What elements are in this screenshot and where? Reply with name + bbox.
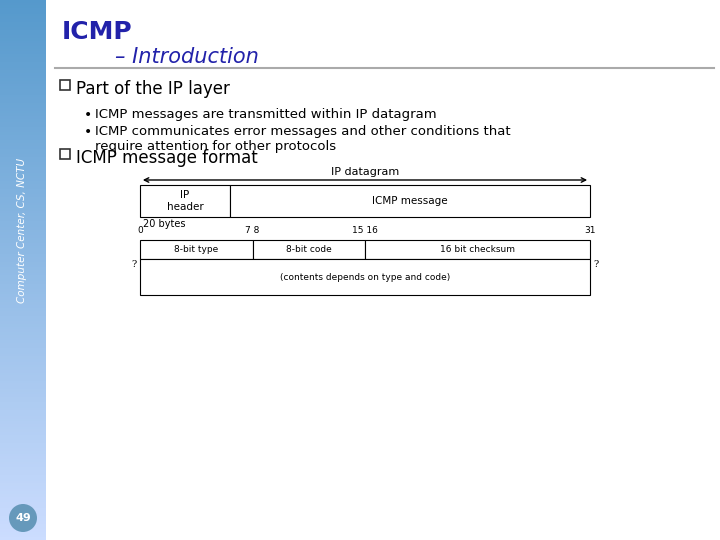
Text: ?: ? — [593, 260, 598, 269]
Bar — [60, 80, 70, 90]
Text: ICMP message: ICMP message — [372, 196, 448, 206]
Text: ?: ? — [132, 260, 137, 269]
Text: •: • — [84, 108, 92, 122]
Bar — [140, 259, 590, 295]
Text: ICMP messages are transmitted within IP datagram: ICMP messages are transmitted within IP … — [95, 108, 436, 121]
Text: require attention for other protocols: require attention for other protocols — [95, 140, 336, 153]
Text: ICMP communicates error messages and other conditions that: ICMP communicates error messages and oth… — [95, 125, 510, 138]
Text: IP
header: IP header — [166, 190, 203, 212]
Text: ICMP: ICMP — [62, 20, 132, 44]
Text: – Introduction: – Introduction — [115, 47, 259, 67]
Text: Computer Center, CS, NCTU: Computer Center, CS, NCTU — [17, 158, 27, 302]
Bar — [140, 185, 230, 217]
Bar — [365, 240, 590, 259]
Text: 0: 0 — [137, 226, 143, 235]
Text: •: • — [84, 125, 92, 139]
Text: 49: 49 — [15, 513, 31, 523]
Circle shape — [9, 504, 37, 532]
Text: 7 8: 7 8 — [246, 226, 260, 235]
Text: (contents depends on type and code): (contents depends on type and code) — [280, 273, 450, 281]
Text: 16 bit checksum: 16 bit checksum — [440, 245, 515, 254]
Text: 8-bit code: 8-bit code — [286, 245, 332, 254]
Bar — [253, 240, 365, 259]
Text: 15 16: 15 16 — [352, 226, 378, 235]
Bar — [230, 185, 590, 217]
Text: ICMP message format: ICMP message format — [76, 149, 258, 167]
Text: 8-bit type: 8-bit type — [174, 245, 218, 254]
Bar — [60, 149, 70, 159]
Text: Part of the IP layer: Part of the IP layer — [76, 80, 230, 98]
Text: 31: 31 — [584, 226, 595, 235]
Bar — [140, 240, 253, 259]
Text: IP datagram: IP datagram — [331, 167, 399, 177]
Text: 20 bytes: 20 bytes — [143, 219, 186, 229]
